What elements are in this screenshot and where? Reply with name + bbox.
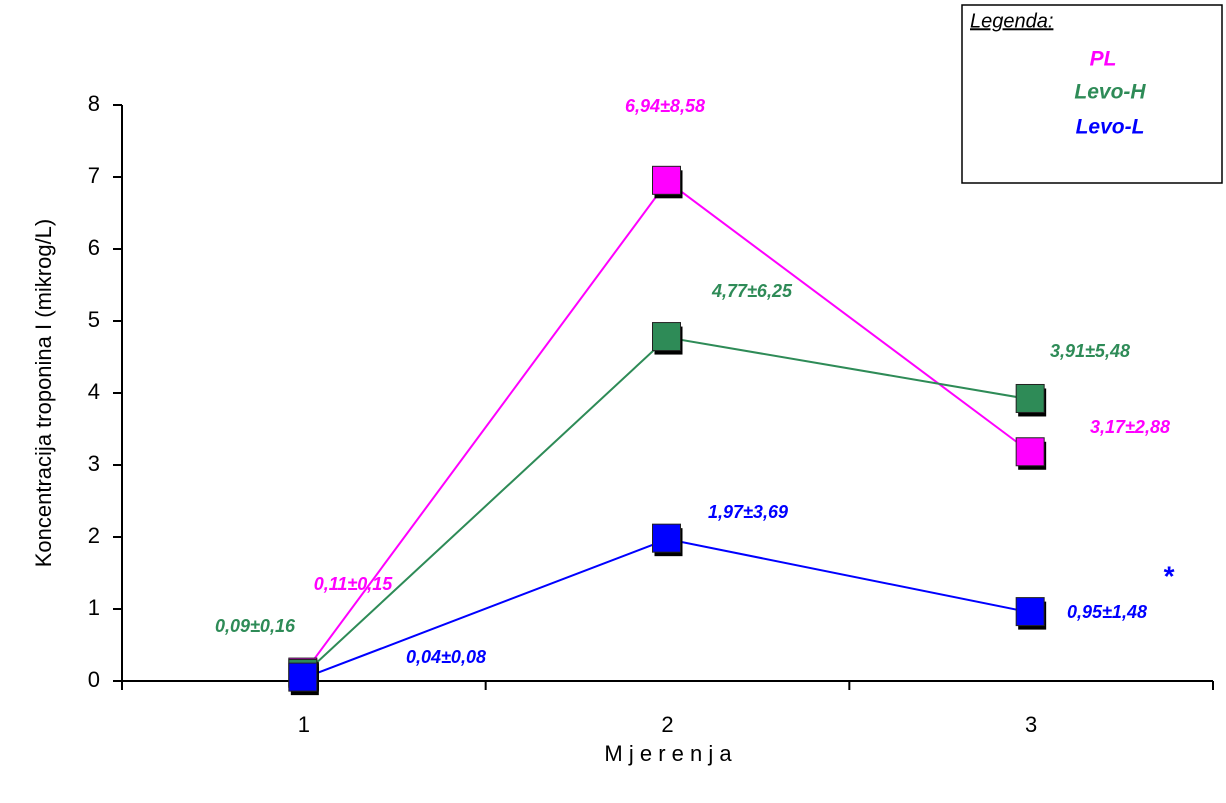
legend-entry: Levo-L <box>1076 116 1145 139</box>
y-tick-label: 3 <box>88 451 100 476</box>
y-tick-label: 6 <box>88 235 100 260</box>
data-label: 0,09±0,16 <box>215 616 296 636</box>
data-label: 3,17±2,88 <box>1090 417 1170 437</box>
marker <box>652 322 681 352</box>
y-tick-label: 2 <box>88 523 100 548</box>
data-label: 0,04±0,08 <box>406 647 486 667</box>
x-tick-label: 3 <box>1025 712 1037 737</box>
y-tick-label: 4 <box>88 379 100 404</box>
y-tick-label: 5 <box>88 307 100 332</box>
data-label: 4,77±6,25 <box>711 281 793 301</box>
legend-title: Legenda: <box>970 10 1053 32</box>
series-line <box>303 336 1032 676</box>
marker <box>652 165 681 195</box>
marker <box>652 523 681 553</box>
data-label: 0,11±0,15 <box>314 574 394 594</box>
legend-entry: PL <box>1090 48 1117 71</box>
marker <box>1015 383 1045 413</box>
y-tick-label: 0 <box>88 667 100 692</box>
data-label: 0,95±1,48 <box>1067 602 1147 622</box>
x-tick-label: 1 <box>298 712 310 737</box>
marker <box>1015 597 1045 627</box>
y-tick-label: 8 <box>88 91 100 116</box>
legend-box <box>961 4 1223 184</box>
data-label: 6,94±8,58 <box>625 96 705 116</box>
legend-entry: Levo-H <box>1074 81 1146 104</box>
y-axis-label: Koncentracija troponina I (mikrog/L) <box>31 219 56 568</box>
annotation: * <box>1163 560 1175 591</box>
data-label: 3,91±5,48 <box>1050 341 1130 361</box>
marker <box>288 662 318 692</box>
y-tick-label: 1 <box>88 595 100 620</box>
x-axis-label: M j e r e n j a <box>604 741 732 766</box>
y-tick-label: 7 <box>88 163 100 188</box>
x-tick-label: 2 <box>661 712 673 737</box>
series-line <box>303 179 1032 674</box>
marker <box>1015 437 1045 467</box>
data-label: 1,97±3,69 <box>708 502 788 522</box>
